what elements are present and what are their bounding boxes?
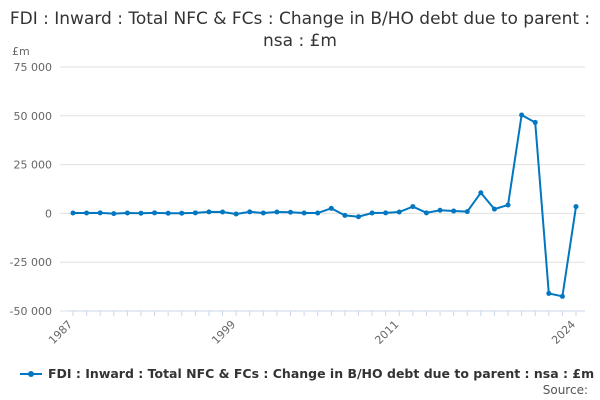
data-point — [274, 209, 280, 215]
data-point — [97, 210, 103, 216]
data-point — [179, 210, 185, 216]
legend[interactable]: FDI : Inward : Total NFC & FCs : Change … — [20, 366, 594, 381]
x-tick-label: 1999 — [209, 318, 238, 347]
data-point — [233, 211, 239, 217]
data-point — [410, 204, 416, 210]
source-label: Source: — [542, 383, 588, 397]
y-tick-label: 0 — [45, 207, 52, 220]
x-tick-label: 1987 — [46, 318, 75, 347]
data-point — [138, 210, 144, 216]
series-line — [73, 113, 577, 298]
data-point — [423, 210, 429, 216]
chart-title: FDI : Inward : Total NFC & FCs : Change … — [9, 9, 591, 51]
data-point — [111, 211, 117, 217]
data-point — [220, 209, 226, 215]
data-point — [260, 210, 266, 216]
x-tick-label: 2024 — [549, 318, 578, 347]
data-point — [328, 205, 334, 211]
y-tick-label: -25 000 — [10, 256, 52, 269]
data-point — [383, 210, 389, 216]
data-point — [288, 209, 294, 215]
data-point — [369, 210, 375, 216]
data-point — [247, 209, 253, 215]
data-point — [124, 210, 130, 216]
data-point — [84, 210, 90, 216]
data-point — [464, 209, 470, 215]
data-point — [546, 290, 552, 296]
data-point — [451, 208, 457, 214]
y-tick-label: 50 000 — [14, 110, 53, 123]
data-point — [532, 119, 538, 125]
legend-label: FDI : Inward : Total NFC & FCs : Change … — [48, 366, 595, 381]
data-point — [152, 210, 158, 216]
data-point — [437, 207, 443, 213]
data-point — [192, 210, 198, 216]
data-point — [573, 204, 579, 210]
data-point — [478, 190, 484, 196]
data-point — [519, 112, 525, 118]
data-point — [491, 206, 497, 212]
data-point — [315, 210, 321, 216]
x-tick-label: 2011 — [372, 318, 401, 347]
data-point — [355, 214, 361, 220]
legend-line-icon — [20, 370, 42, 377]
y-axis-label: £m — [12, 45, 30, 58]
data-point — [165, 210, 171, 216]
data-point — [559, 293, 565, 299]
data-point — [505, 202, 511, 208]
data-point — [301, 210, 307, 216]
data-point — [396, 209, 402, 215]
y-tick-label: 75 000 — [14, 61, 53, 74]
y-tick-label: 25 000 — [14, 159, 53, 172]
y-tick-label: -50 000 — [10, 305, 52, 318]
data-point — [342, 212, 348, 218]
data-point — [70, 210, 76, 216]
data-point — [206, 209, 212, 215]
